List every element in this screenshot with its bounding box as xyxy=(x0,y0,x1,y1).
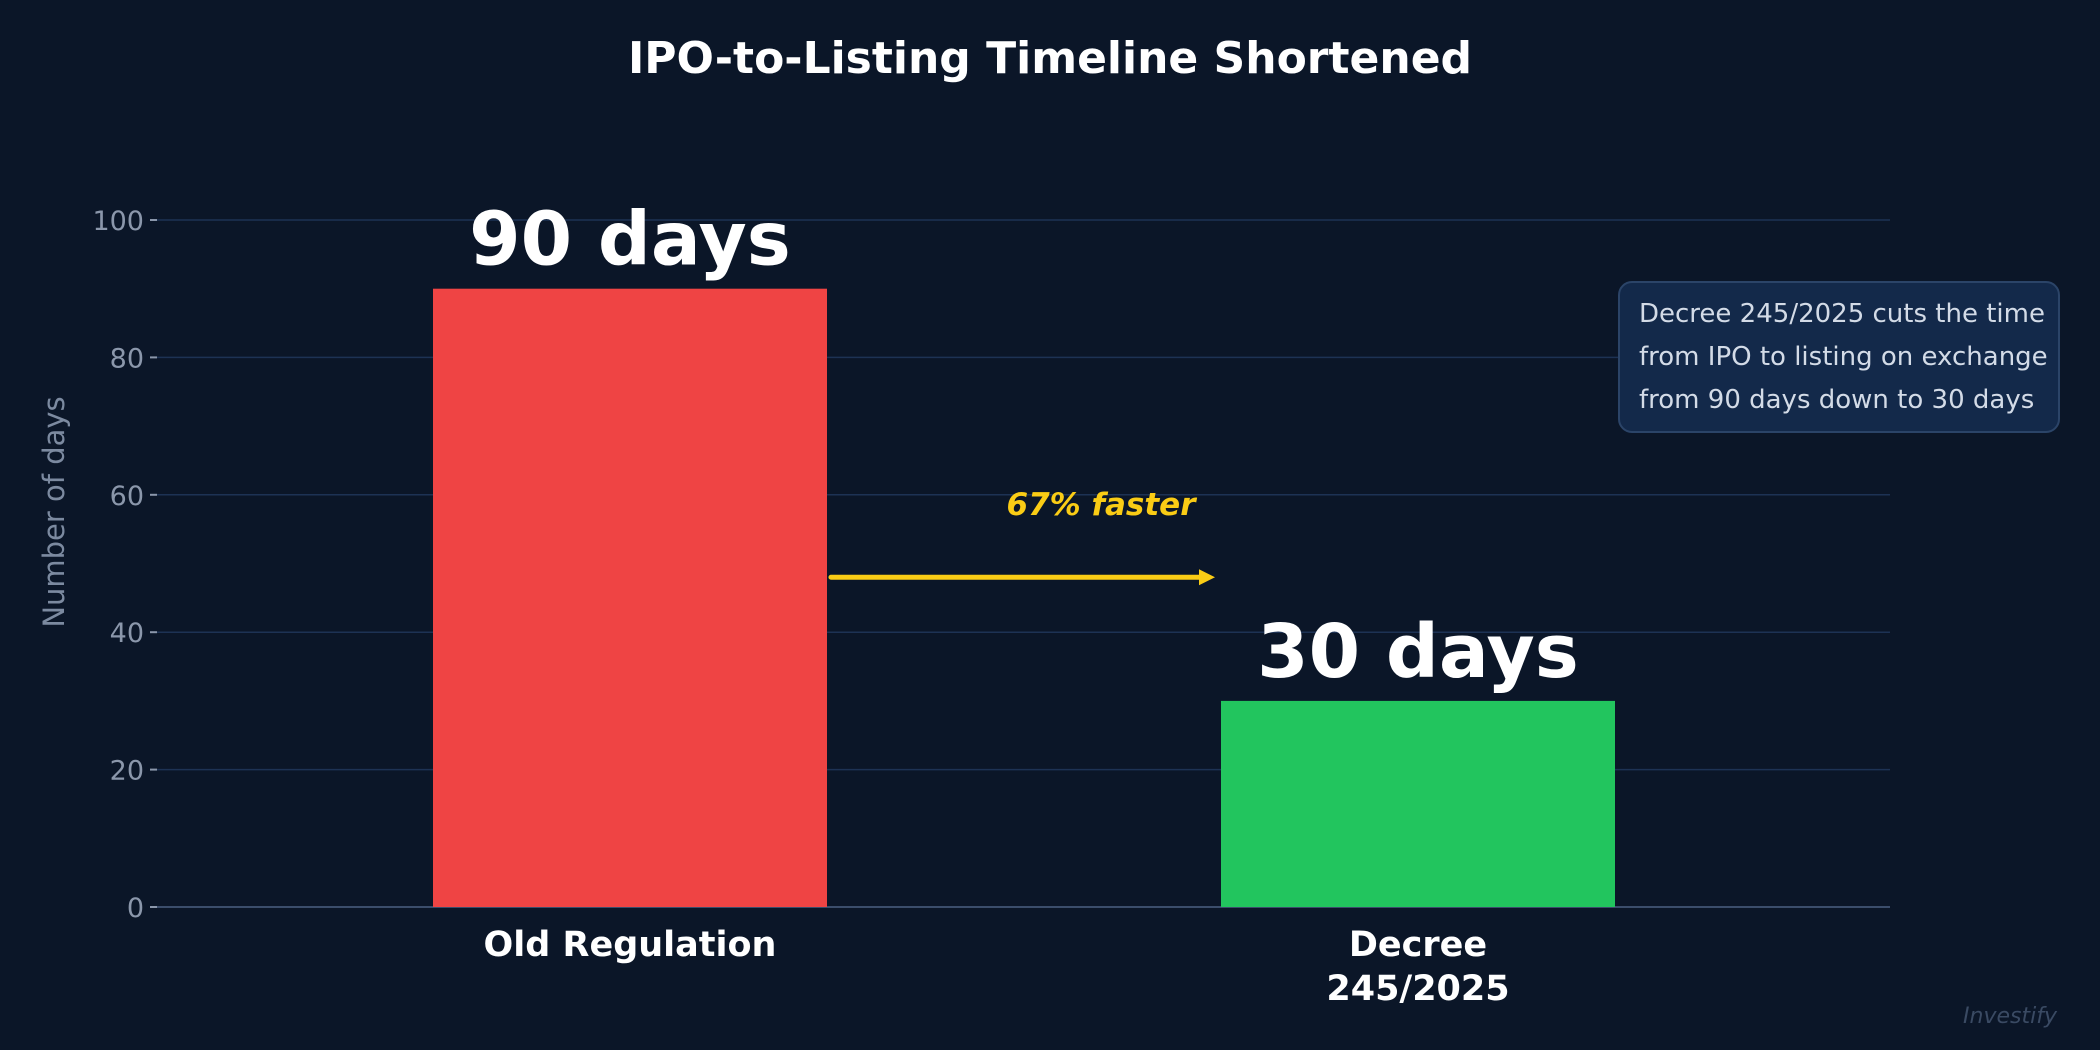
x-tick-label: Decree xyxy=(1349,925,1487,965)
y-tick-label: 80 xyxy=(110,343,144,374)
note-line: Decree 245/2025 cuts the time xyxy=(1639,299,2045,329)
y-tick-label: 100 xyxy=(92,206,144,237)
x-tick-label: Old Regulation xyxy=(484,925,777,965)
y-tick-label: 20 xyxy=(110,756,144,787)
bar xyxy=(433,288,827,907)
bars xyxy=(433,288,1615,907)
y-axis-label: Number of days xyxy=(37,396,71,627)
watermark: Investify xyxy=(1963,1004,2058,1029)
speedup-annotation: 67% faster xyxy=(828,487,1215,586)
arrow-head-icon xyxy=(1199,569,1215,586)
y-tick-label: 0 xyxy=(127,893,144,924)
note-box: Decree 245/2025 cuts the time from IPO t… xyxy=(1618,281,2060,433)
bar xyxy=(1221,700,1615,907)
chart-title: IPO-to-Listing Timeline Shortened xyxy=(628,33,1472,84)
note-line: from 90 days down to 30 days xyxy=(1639,385,2035,415)
bar-value-label: 90 days xyxy=(469,197,791,283)
x-tick-label: 245/2025 xyxy=(1326,969,1509,1009)
speedup-label: 67% faster xyxy=(1007,487,1198,523)
y-axis-ticks: 0 20 40 60 80 100 xyxy=(92,206,157,924)
y-tick-label: 40 xyxy=(110,618,144,649)
data-labels: 90 days 30 days xyxy=(469,197,1579,695)
bar-value-label: 30 days xyxy=(1257,609,1579,695)
note-line: from IPO to listing on exchange xyxy=(1639,342,2048,372)
y-tick-label: 60 xyxy=(110,481,144,512)
